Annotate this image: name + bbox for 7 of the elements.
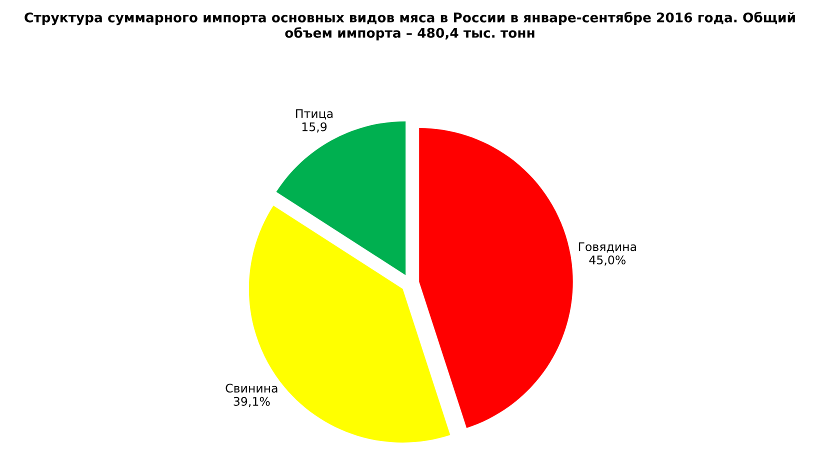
data-label: 39,1% [234, 396, 270, 408]
chart-title: Структура суммарного импорта основных видов мяса в России в январе-сентябре 2016 года. Общий объем импорта – 480,4 тыс. тонн [24, 12, 795, 40]
slice-label: Свинина [226, 384, 278, 393]
data-label: 45,0% [589, 255, 626, 266]
data-label: 15,9 [302, 122, 327, 132]
slice-label: Говядина [578, 242, 636, 253]
slice-label: Птица [296, 109, 333, 120]
